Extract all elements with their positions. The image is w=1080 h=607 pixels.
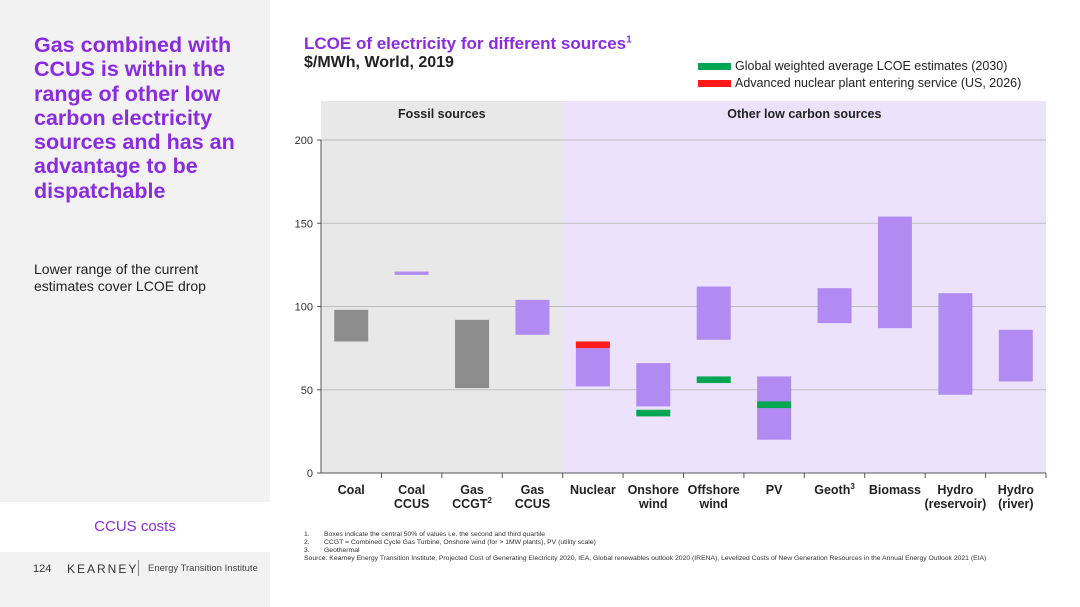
footnote-number: 3. xyxy=(304,547,310,554)
chart-title-sup: 1 xyxy=(626,34,632,46)
chart-subtitle: $/MWh, World, 2019 xyxy=(304,54,454,71)
subtext: Lower range of the current estimates cov… xyxy=(34,261,206,294)
footnote-text: Geothermal xyxy=(324,547,360,554)
x-tick-label: Hydro xyxy=(998,483,1034,497)
chart-title-text: LCOE of electricity for different source… xyxy=(304,34,627,53)
range-box xyxy=(394,271,429,275)
x-tick-label: Gas xyxy=(521,483,545,497)
x-tick-label: PV xyxy=(766,483,783,497)
range-box xyxy=(515,299,550,335)
x-tick-label: Coal xyxy=(338,483,365,497)
left-panel: Gas combined with CCUS is within the ran… xyxy=(0,0,270,607)
range-box xyxy=(877,216,912,329)
group-label: Fossil sources xyxy=(398,107,486,121)
brand-logo: KEARNEY xyxy=(67,562,139,576)
y-tick-label: 200 xyxy=(295,135,313,147)
y-tick-label: 100 xyxy=(295,302,313,314)
range-box xyxy=(636,363,671,407)
x-tick-label: Geoth3 xyxy=(814,482,855,497)
x-tick-label: wind xyxy=(638,497,667,511)
headline: Gas combined with CCUS is within the ran… xyxy=(34,33,235,203)
legend-swatch-red xyxy=(698,80,731,87)
footnote: 2. CCGT = Combined Cycle Gas Turbine, Ons… xyxy=(304,539,1044,547)
range-box xyxy=(696,286,731,340)
brand-divider xyxy=(138,560,139,576)
label-superscript: 3 xyxy=(850,482,855,491)
lcoe-2030-marker xyxy=(757,401,792,409)
lcoe-2030-marker xyxy=(696,376,731,384)
x-tick-label: Biomass xyxy=(869,483,921,497)
range-box xyxy=(334,309,369,342)
legend-label: Advanced nuclear plant entering service … xyxy=(735,76,1022,90)
footnote: 1. Boxes indicate the central 50% of valu… xyxy=(304,531,1044,539)
y-tick-label: 150 xyxy=(295,218,313,230)
x-tick-label: Hydro xyxy=(937,483,973,497)
y-tick-label: 50 xyxy=(301,385,313,397)
x-tick-label: Gas xyxy=(460,483,484,497)
footnote-text: Boxes indicate the central 50% of values… xyxy=(324,531,546,538)
x-tick-label: CCGT2 xyxy=(452,496,492,511)
range-box xyxy=(817,288,852,324)
range-box xyxy=(575,348,610,387)
x-tick-label: CCUS xyxy=(515,497,550,511)
source-note: Source: Kearney Energy Transition Instit… xyxy=(304,555,987,562)
x-tick-label: Coal xyxy=(398,483,425,497)
range-box xyxy=(998,329,1033,382)
legend-swatch-green xyxy=(698,63,731,70)
footnotes: 1. Boxes indicate the central 50% of valu… xyxy=(304,531,1044,563)
footnote-text: CCGT = Combined Cycle Gas Turbine, Onsho… xyxy=(324,539,596,546)
chart-title: LCOE of electricity for different source… xyxy=(304,34,632,54)
x-tick-label: (reservoir) xyxy=(924,497,986,511)
y-tick-label: 0 xyxy=(307,468,313,480)
group-background xyxy=(321,101,563,473)
x-tick-label: Nuclear xyxy=(570,483,616,497)
lcoe-2030-marker xyxy=(636,409,671,417)
range-box xyxy=(455,319,490,389)
page-number: 124 xyxy=(33,563,52,575)
institute-name: Energy Transition Institute xyxy=(148,563,258,574)
nuclear-2026-marker xyxy=(575,341,610,349)
range-box xyxy=(938,293,973,395)
x-tick-label: CCUS xyxy=(394,497,429,511)
ccus-costs-label: CCUS costs xyxy=(94,518,176,535)
x-tick-label: Onshore xyxy=(628,483,679,497)
group-background xyxy=(562,101,1046,473)
ccus-costs-tab[interactable]: CCUS costs xyxy=(0,502,270,552)
group-label: Other low carbon sources xyxy=(727,107,881,121)
x-tick-label: Offshore xyxy=(688,483,740,497)
footnote-number: 1. xyxy=(304,531,310,538)
footnote-number: 2. xyxy=(304,539,310,546)
legend-label: Global weighted average LCOE estimates (… xyxy=(735,59,1008,73)
footnote: 3. Geothermal xyxy=(304,547,1044,555)
label-superscript: 2 xyxy=(488,496,493,505)
x-tick-label: wind xyxy=(698,497,727,511)
x-tick-label: (river) xyxy=(998,497,1033,511)
